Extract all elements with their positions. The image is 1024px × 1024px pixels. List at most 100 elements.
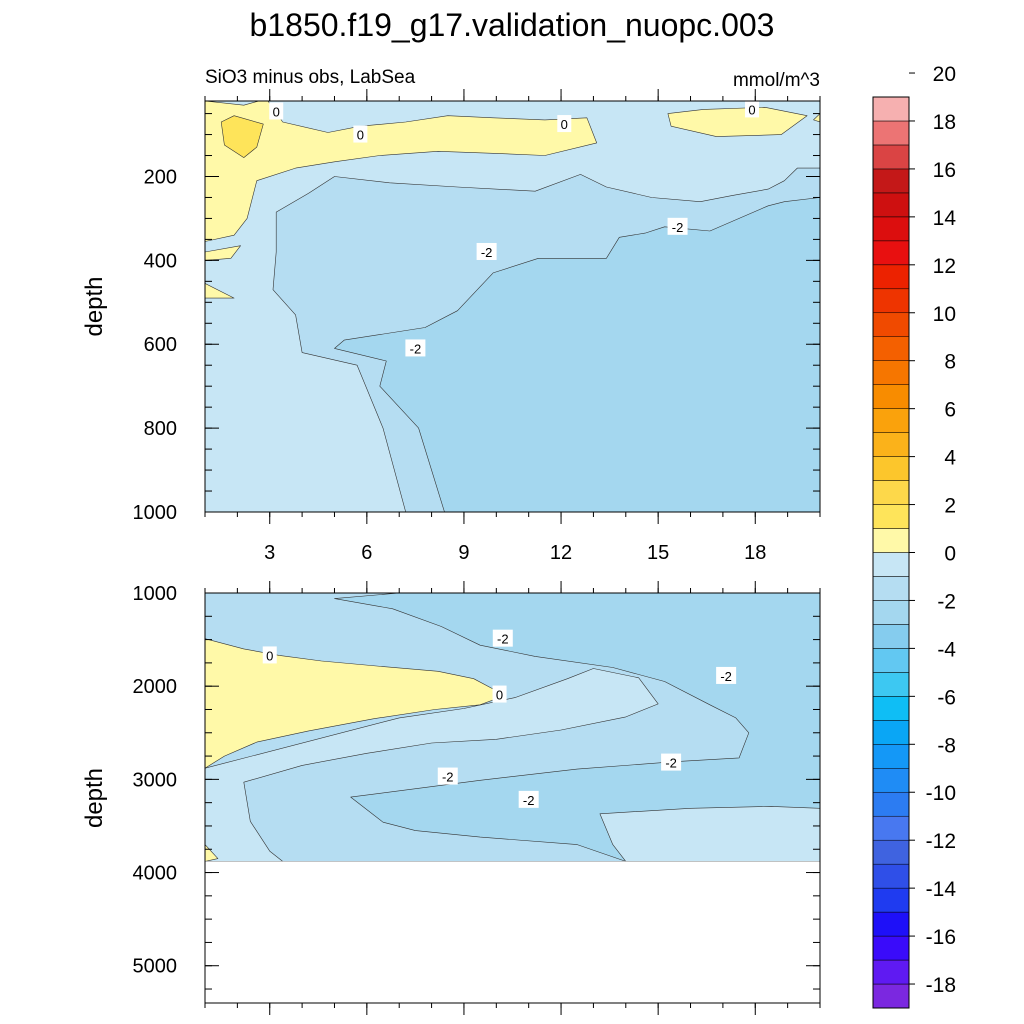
contour-label: -2: [497, 632, 509, 647]
colorbar-swatch: [872, 935, 910, 961]
contour-label: -2: [523, 793, 535, 808]
contour-label-bg: [476, 242, 497, 260]
colorbar-swatch: [872, 600, 910, 625]
colorbar-swatch: [872, 120, 910, 146]
colorbar-swatch: [872, 192, 910, 218]
contour-region-2: [205, 668, 659, 862]
colorbar-tick-label: 20: [933, 63, 956, 86]
colorbar-swatch: [872, 288, 910, 314]
contour-label: -2: [665, 756, 677, 771]
colorbar-tick-label: 2: [944, 495, 956, 518]
colorbar-swatch: [872, 911, 910, 937]
colorbar-swatch: [872, 863, 910, 889]
contour-label: 0: [273, 104, 280, 119]
contour-label-bg: [716, 666, 737, 684]
y-axis-label: depth: [81, 768, 108, 828]
colorbar-swatch: [872, 408, 910, 433]
top-panel-units: mmol/m^3: [733, 70, 820, 91]
contour-label: 0: [561, 117, 568, 132]
x-tick-label: 9: [458, 542, 469, 564]
y-tick-label: 5000: [133, 956, 178, 978]
colorbar-swatch: [872, 887, 910, 913]
colorbar-swatch: [872, 552, 910, 577]
colorbar-swatch: [872, 744, 910, 769]
no-data-area: [205, 861, 820, 1003]
colorbar-swatch: [872, 168, 910, 194]
contour-label-bg: [492, 685, 507, 703]
colorbar-swatch: [872, 983, 910, 1009]
x-tick-label: 12: [550, 542, 572, 564]
colorbar-swatch: [872, 624, 910, 649]
colorbar-swatch: [872, 672, 910, 697]
contour-region-3: [205, 245, 241, 261]
colorbar-swatch: [872, 839, 910, 865]
colorbar-swatch: [872, 480, 910, 505]
colorbar-swatch: [872, 720, 910, 745]
contour-label-bg: [667, 217, 688, 235]
colorbar-tick-label: 4: [944, 447, 956, 470]
colorbar-swatch: [872, 312, 910, 337]
colorbar: 20181614121086420-2-4-6-8-10-12-14-16-18…: [872, 63, 957, 1024]
colorbar-swatch: [872, 456, 910, 481]
top-panel-subtitle-left: SiO3 minus obs, LabSea: [205, 67, 416, 88]
contour-label: 0: [266, 648, 273, 663]
colorbar-tick-label: -8: [937, 734, 956, 757]
y-tick-label: 200: [144, 166, 177, 188]
colorbar-swatch: [872, 576, 910, 601]
contour-label: -2: [720, 669, 732, 684]
y-tick-label: 600: [144, 334, 177, 356]
chart-title: b1850.f19_g17.validation_nuopc.003: [250, 7, 775, 43]
contour-region-0: [205, 101, 598, 242]
contour-region-3: [599, 806, 820, 862]
y-tick-label: 800: [144, 418, 177, 440]
contour-label: -2: [672, 220, 684, 235]
x-tick-label: 6: [361, 542, 372, 564]
colorbar-tick-label: 18: [933, 111, 956, 134]
colorbar-tick-label: -20: [926, 1022, 956, 1024]
colorbar-tick-label: -14: [926, 878, 957, 901]
contour-region-4: [205, 283, 235, 299]
colorbar-tick-label: 8: [944, 351, 956, 374]
contour-label: 0: [748, 102, 755, 117]
contour-label-bg: [405, 339, 426, 357]
colorbar-tick-label: 12: [933, 255, 956, 278]
colorbar-swatch: [872, 96, 910, 122]
y-axis-label: depth: [81, 276, 108, 336]
contour-label: 0: [357, 128, 364, 143]
contour-region-7: [334, 197, 820, 512]
y-tick-label: 1000: [133, 502, 178, 524]
colorbar-swatch: [872, 815, 910, 841]
colorbar-tick-label: -10: [926, 782, 956, 805]
contour-label-bg: [437, 767, 458, 785]
colorbar-swatch: [872, 360, 910, 385]
panel-frame: [204, 100, 821, 513]
colorbar-tick-label: -18: [926, 974, 956, 997]
contour-label-bg: [745, 101, 760, 118]
colorbar-tick-label: -2: [937, 590, 956, 613]
colorbar-swatch: [872, 504, 910, 529]
colorbar-tick-label: -6: [937, 686, 956, 709]
y-tick-label: 4000: [133, 863, 178, 885]
colorbar-tick-label: 6: [944, 399, 956, 422]
colorbar-tick-label: 16: [933, 159, 956, 182]
colorbar-tick-label: -16: [926, 926, 956, 949]
colorbar-swatch: [872, 959, 910, 985]
top-contour-panel: 0 0 0 0 -2 -2 -2 200 400 600 800 1000 3 6 9 12 15 18 depth: [81, 89, 821, 564]
contour-label: 0: [496, 688, 503, 703]
y-tick-label: 2000: [133, 676, 178, 698]
colorbar-swatch: [872, 791, 910, 817]
colorbar-tick-label: 10: [933, 303, 956, 326]
y-tick-label: 400: [144, 250, 177, 272]
contour-label-bg: [269, 102, 284, 120]
contour-label-bg: [353, 125, 368, 143]
colorbar-tick-label: -4: [937, 638, 956, 661]
contour-label-bg: [262, 646, 277, 664]
colorbar-swatch: [872, 240, 910, 266]
y-tick-label: 3000: [133, 769, 178, 791]
panel-frame: [204, 592, 821, 1004]
x-tick-label: 3: [264, 542, 275, 564]
contour-label: -2: [410, 341, 422, 356]
contour-label-bg: [557, 115, 572, 133]
colorbar-swatch: [872, 528, 910, 553]
